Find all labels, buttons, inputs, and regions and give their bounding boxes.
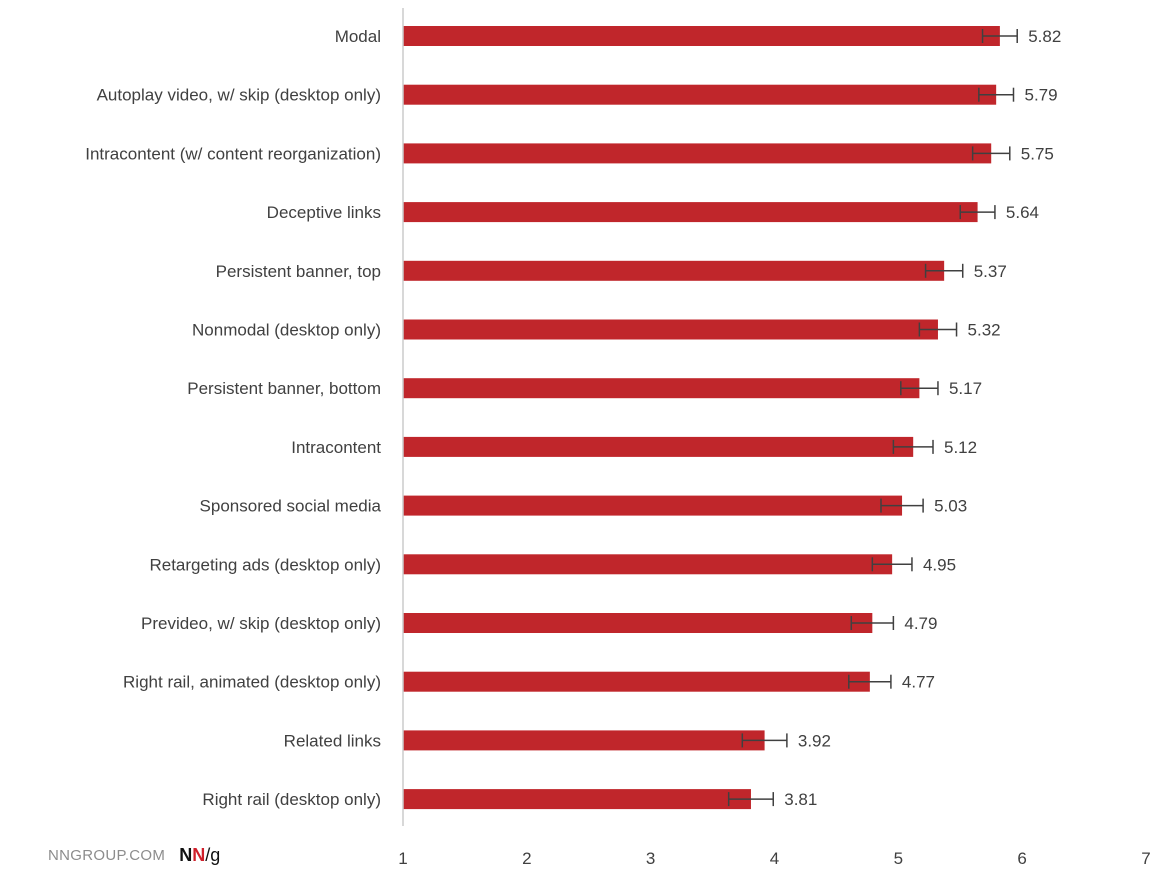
- bar-12: [403, 730, 765, 751]
- error-bars-layer: [727, 29, 1018, 807]
- value-label-10: 4.79: [904, 614, 937, 633]
- category-label-5: Nonmodal (desktop only): [192, 321, 381, 340]
- value-labels-layer: 5.82 5.79 5.75 5.64 5.37 5.32 5.17 5.12 5.03 4.95…: [784, 27, 1061, 809]
- logo-n2: N: [192, 844, 206, 865]
- value-label-3: 5.64: [1006, 203, 1039, 222]
- category-label-12: Related links: [284, 731, 381, 750]
- bar-13: [403, 789, 751, 810]
- value-label-12: 3.92: [798, 731, 831, 750]
- value-label-0: 5.82: [1028, 27, 1061, 46]
- logo-g: /g: [205, 844, 221, 865]
- bar-5: [403, 319, 938, 340]
- category-labels-layer: Modal Autoplay video, w/ skip (desktop on…: [85, 27, 381, 809]
- bar-10: [403, 613, 873, 633]
- error-bar-7: [892, 439, 934, 454]
- value-label-1: 5.79: [1024, 86, 1057, 105]
- bar-3: [403, 202, 978, 223]
- error-bar-4: [924, 263, 964, 278]
- category-label-7: Intracontent: [291, 438, 381, 457]
- bar-1: [403, 84, 997, 105]
- error-bar-8: [880, 498, 924, 513]
- category-label-13: Right rail (desktop only): [202, 790, 381, 809]
- value-label-8: 5.03: [934, 497, 967, 516]
- category-label-9: Retargeting ads (desktop only): [149, 555, 381, 574]
- error-bar-1: [978, 87, 1015, 102]
- footer-brand: NNGROUP.COM NN/g: [48, 844, 220, 866]
- value-label-5: 5.32: [968, 321, 1001, 340]
- bar-0: [403, 26, 1000, 46]
- bar-11: [403, 671, 870, 692]
- category-label-8: Sponsored social media: [200, 497, 382, 516]
- logo-n1: N: [179, 844, 193, 865]
- bar-7: [403, 436, 914, 457]
- x-tick-label-6: 7: [1141, 849, 1150, 868]
- error-bar-0: [981, 29, 1018, 43]
- value-label-9: 4.95: [923, 555, 956, 574]
- error-bar-13: [727, 792, 775, 807]
- category-label-3: Deceptive links: [267, 203, 381, 222]
- error-bar-5: [918, 322, 958, 337]
- value-label-6: 5.17: [949, 379, 982, 398]
- bar-2: [403, 143, 992, 164]
- x-axis-ticks-layer: 1 2 3 4 5 6 7: [398, 849, 1150, 868]
- value-label-13: 3.81: [784, 790, 817, 809]
- error-bar-2: [971, 146, 1011, 161]
- error-bar-9: [871, 557, 913, 572]
- x-tick-label-4: 5: [894, 849, 903, 868]
- error-bar-12: [741, 733, 788, 748]
- bar-6: [403, 378, 920, 399]
- bar-4: [403, 260, 945, 281]
- category-label-0: Modal: [335, 27, 381, 46]
- error-bar-3: [959, 205, 996, 220]
- value-label-11: 4.77: [902, 673, 935, 692]
- bar-8: [403, 495, 903, 516]
- x-tick-label-2: 3: [646, 849, 655, 868]
- category-label-6: Persistent banner, bottom: [187, 379, 381, 398]
- nng-logo: NN/g: [179, 845, 220, 866]
- category-label-11: Right rail, animated (desktop only): [123, 673, 381, 692]
- value-label-4: 5.37: [974, 262, 1007, 281]
- source-text: NNGROUP.COM: [48, 846, 166, 864]
- error-bar-10: [850, 616, 895, 630]
- category-label-10: Prevideo, w/ skip (desktop only): [141, 614, 381, 633]
- x-tick-label-3: 4: [770, 849, 779, 868]
- category-label-2: Intracontent (w/ content reorganization): [85, 144, 381, 163]
- category-label-4: Persistent banner, top: [216, 262, 381, 281]
- value-label-7: 5.12: [944, 438, 977, 457]
- value-label-2: 5.75: [1021, 144, 1054, 163]
- bar-9: [403, 554, 893, 575]
- error-bar-6: [900, 381, 939, 396]
- x-tick-label-1: 2: [522, 849, 531, 868]
- bars-layer: [403, 26, 1000, 810]
- error-bar-11: [848, 674, 892, 689]
- category-label-1: Autoplay video, w/ skip (desktop only): [97, 86, 381, 105]
- x-tick-label-5: 6: [1017, 849, 1026, 868]
- x-tick-label-0: 1: [398, 849, 407, 868]
